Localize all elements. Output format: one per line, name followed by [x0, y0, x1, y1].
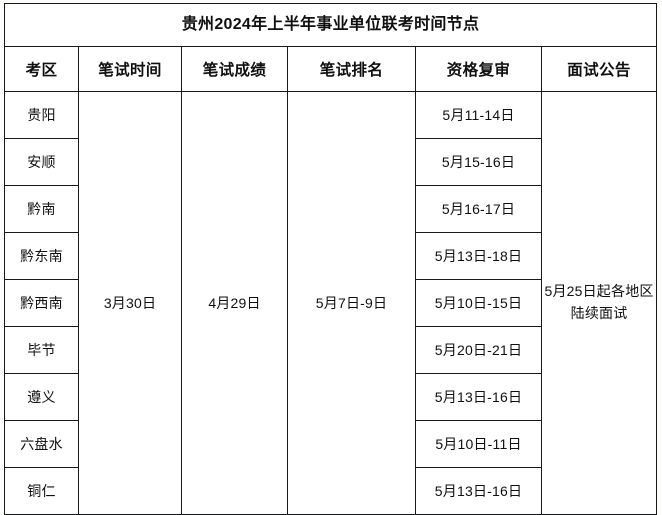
- exam-schedule-table: 贵州2024年上半年事业单位联考时间节点 考区 笔试时间 笔试成绩 笔试排名 资…: [3, 3, 658, 515]
- interview-notice-cell: 5月25日起各地区 陆续面试: [540, 91, 658, 515]
- table-row: 安顺 5月15-16日: [4, 138, 657, 186]
- review-cell: 5月13日-16日: [415, 373, 542, 421]
- region-cell: 铜仁: [4, 467, 79, 515]
- region-cell: 遵义: [4, 373, 79, 421]
- column-header-notice: 面试公告: [540, 46, 658, 92]
- column-header-region: 考区: [4, 46, 79, 92]
- column-header-review: 资格复审: [415, 46, 542, 92]
- review-cell: 5月10日-15日: [415, 279, 542, 327]
- exam-score-cell: 4月29日: [181, 91, 288, 515]
- review-cell: 5月13日-18日: [415, 232, 542, 280]
- interview-notice-line-2: 陆续面试: [570, 305, 628, 321]
- table-row: 黔南 5月16-17日: [4, 185, 657, 233]
- table-header-row: 考区 笔试时间 笔试成绩 笔试排名 资格复审 面试公告: [4, 46, 658, 92]
- page-title: 贵州2024年上半年事业单位联考时间节点: [3, 3, 658, 47]
- region-cell: 安顺: [4, 138, 79, 186]
- exam-time-cell: 3月30日: [78, 91, 182, 515]
- table-title-row: 贵州2024年上半年事业单位联考时间节点: [3, 3, 658, 47]
- region-cell: 六盘水: [4, 420, 79, 468]
- column-header-exam-time: 笔试时间: [78, 46, 182, 92]
- column-header-exam-rank: 笔试排名: [287, 46, 416, 92]
- table-row: 毕节 5月20日-21日: [4, 326, 657, 374]
- column-header-exam-score: 笔试成绩: [181, 46, 288, 92]
- region-cell: 黔南: [4, 185, 79, 233]
- region-cell: 黔西南: [4, 279, 79, 327]
- review-cell: 5月15-16日: [415, 138, 542, 186]
- exam-rank-cell: 5月7日-9日: [287, 91, 416, 515]
- interview-notice-line-1: 5月25日起各地区: [544, 283, 654, 300]
- region-cell: 毕节: [4, 326, 79, 374]
- region-cell: 贵阳: [4, 91, 79, 139]
- table-row: 黔东南 5月13日-18日: [4, 232, 657, 280]
- review-cell: 5月10日-11日: [415, 420, 542, 468]
- review-cell: 5月13日-16日: [415, 467, 542, 515]
- review-cell: 5月11-14日: [415, 91, 542, 139]
- region-cell: 黔东南: [4, 232, 79, 280]
- table-row: 贵阳 3月30日 4月29日 5月7日-9日 5月11-14日 5月25日起各地…: [4, 91, 658, 515]
- table-row: 黔西南 5月10日-15日: [4, 279, 657, 327]
- review-cell: 5月20日-21日: [415, 326, 542, 374]
- table-row: 六盘水 5月10日-11日: [4, 420, 657, 468]
- review-cell: 5月16-17日: [415, 185, 542, 233]
- table-row: 遵义 5月13日-16日: [4, 373, 657, 421]
